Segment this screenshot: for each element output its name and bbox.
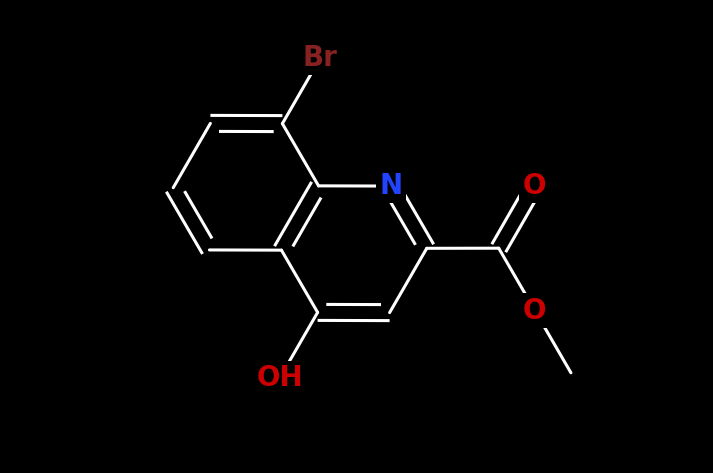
Text: N: N — [379, 172, 402, 200]
Text: Br: Br — [300, 43, 340, 74]
Text: OH: OH — [253, 362, 307, 394]
Text: Br: Br — [303, 44, 338, 72]
Text: O: O — [523, 297, 547, 324]
Text: O: O — [521, 170, 548, 201]
Text: N: N — [377, 171, 404, 201]
Text: O: O — [521, 295, 548, 326]
Text: O: O — [523, 172, 546, 200]
Text: OH: OH — [257, 364, 303, 392]
